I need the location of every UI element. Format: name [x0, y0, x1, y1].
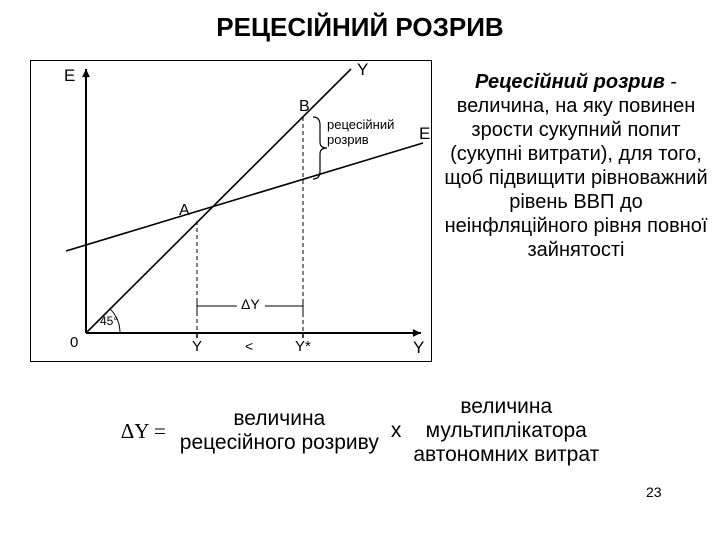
svg-text:E: E: [64, 66, 75, 85]
page-title: РЕЦЕСІЙНИЙ РОЗРИВ: [0, 0, 720, 43]
svg-text:<: <: [245, 338, 253, 354]
svg-text:ΔY: ΔY: [241, 296, 260, 312]
formula-frac2-bot: автономних витрат: [413, 443, 599, 466]
svg-text:розрив: розрив: [327, 132, 369, 147]
formula-frac1-top: величина: [233, 407, 325, 430]
formula-frac1: величина рецесійного розриву: [180, 407, 379, 455]
svg-text:Y: Y: [357, 61, 368, 79]
formula-frac1-bot: рецесійного розриву: [180, 431, 379, 454]
formula-frac2-mid: мультиплікатора: [426, 419, 587, 442]
svg-text:A: A: [179, 202, 190, 219]
definition-text: Рецесійний розрив - величина, на яку пов…: [442, 70, 710, 262]
chart-container: 0 E Y Y 45° E A B Y Y* ΔY < рецесійнийрозрив: [30, 60, 432, 362]
svg-text:B: B: [299, 98, 310, 115]
formula-row: ΔY = величина рецесійного розриву х вели…: [0, 395, 720, 467]
svg-text:0: 0: [70, 334, 78, 351]
svg-text:рецесійний: рецесійний: [327, 117, 394, 132]
svg-text:Y: Y: [192, 338, 202, 355]
formula-frac2-top: величина: [460, 395, 552, 418]
definition-rest: - величина, на яку повинен зрости сукупн…: [444, 71, 707, 261]
definition-term: Рецесійний розрив: [475, 71, 665, 93]
chart-svg: 0 E Y Y 45° E A B Y Y* ΔY < рецесійнийрозрив: [31, 61, 431, 361]
formula-frac2: величина мультиплікатора автономних витр…: [413, 395, 599, 467]
svg-text:Y: Y: [413, 338, 424, 357]
svg-text:45°: 45°: [100, 314, 118, 328]
formula-lhs: ΔY =: [121, 419, 166, 444]
formula-mult: х: [391, 419, 402, 443]
svg-text:E: E: [419, 124, 430, 143]
svg-text:Y*: Y*: [295, 338, 311, 355]
page-number: 23: [646, 484, 662, 500]
